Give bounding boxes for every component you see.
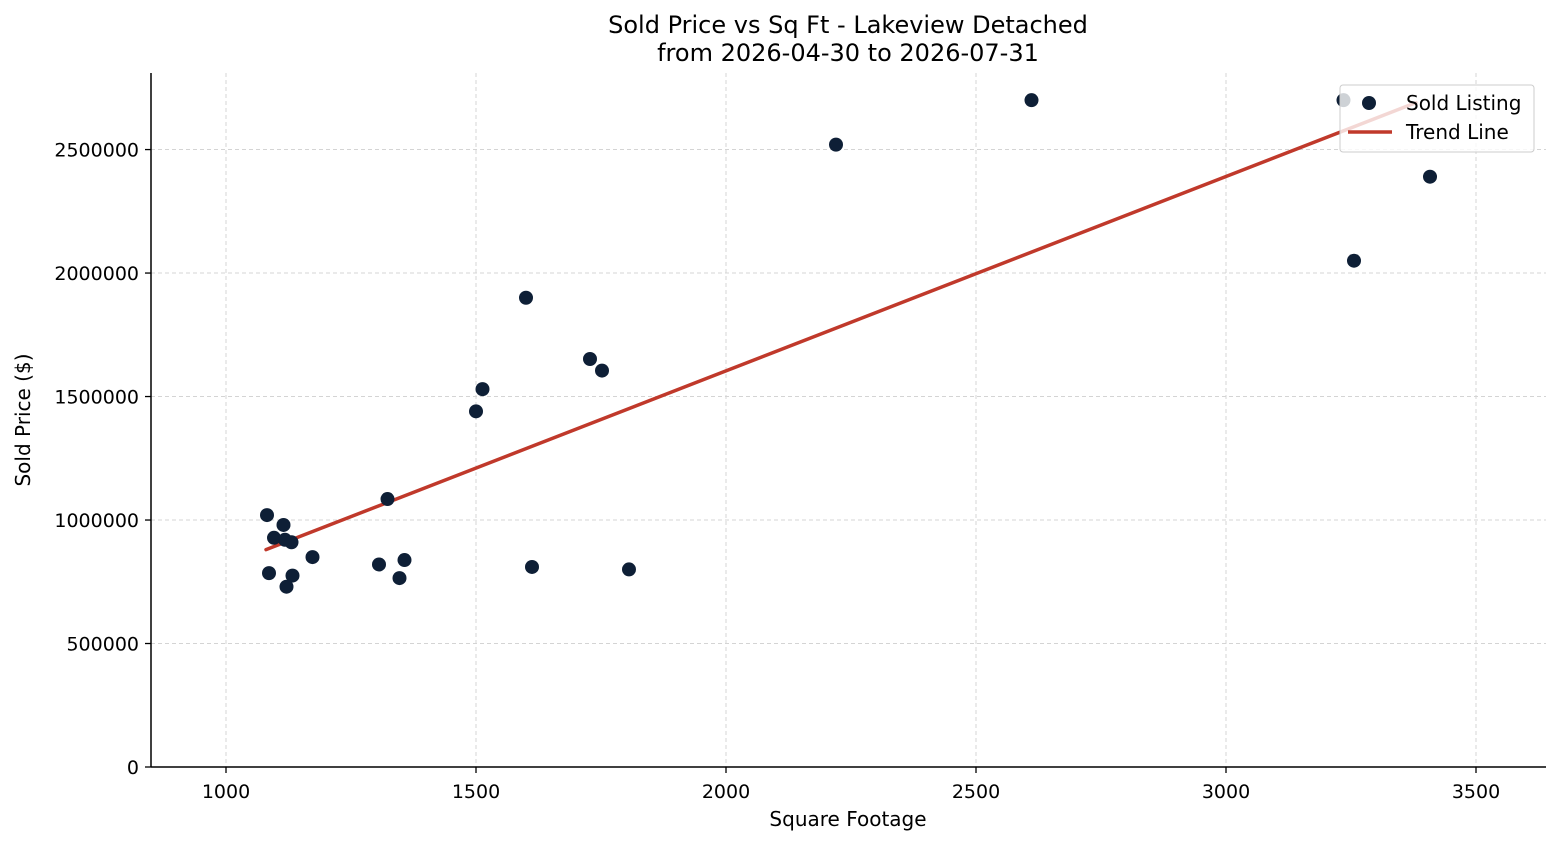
chart-subtitle: from 2026-04-30 to 2026-07-31 <box>657 39 1039 67</box>
data-point <box>276 517 291 532</box>
data-point <box>284 535 299 550</box>
points-layer <box>260 93 1437 594</box>
data-point <box>525 559 539 574</box>
data-point <box>392 571 407 586</box>
grid-layer <box>151 73 1546 768</box>
x-axis-label: Square Footage <box>769 807 926 831</box>
x-tick-label: 1500 <box>452 781 500 803</box>
y-tick-label: 1000000 <box>54 510 139 532</box>
data-point <box>1347 253 1361 268</box>
legend-label-trend-line: Trend Line <box>1405 120 1509 144</box>
trend-layer <box>264 100 1418 552</box>
data-point <box>1423 169 1437 184</box>
data-point <box>829 137 843 152</box>
y-axis-label: Sold Price ($) <box>11 353 35 486</box>
legend-scatter-marker <box>1362 96 1376 110</box>
data-point <box>595 363 609 378</box>
data-point <box>305 550 320 565</box>
y-tick-label: 500000 <box>66 634 139 656</box>
y-tick-label: 2000000 <box>54 263 139 285</box>
legend-label-sold-listing: Sold Listing <box>1406 91 1521 115</box>
ticks-layer: 1000 1500 2000 2500 3000 3500 0 500000 1000000 15… <box>54 140 1500 803</box>
legend-box <box>1339 84 1535 153</box>
data-point <box>622 562 636 577</box>
data-point <box>380 492 395 507</box>
data-point <box>469 404 483 419</box>
data-point <box>279 579 294 594</box>
y-tick-label: 0 <box>127 757 139 779</box>
x-tick-label: 3000 <box>1202 781 1250 803</box>
y-tick-label: 2500000 <box>54 140 139 162</box>
data-point <box>267 530 281 545</box>
x-tick-label: 3500 <box>1452 781 1500 803</box>
y-tick-label: 1500000 <box>54 387 139 409</box>
data-point <box>519 290 533 305</box>
data-point <box>475 382 490 397</box>
data-point <box>285 568 300 583</box>
chart-title: Sold Price vs Sq Ft - Lakeview Detached <box>608 11 1088 39</box>
data-point <box>262 566 276 581</box>
x-tick-label: 2500 <box>952 781 1000 803</box>
data-point <box>260 508 274 523</box>
x-tick-label: 2000 <box>702 781 750 803</box>
data-point <box>583 351 597 366</box>
data-point <box>397 553 412 568</box>
legend: Sold Listing Trend Line <box>1339 84 1535 153</box>
trend-line <box>264 100 1418 552</box>
data-point <box>1024 93 1039 108</box>
axes-layer <box>150 73 1546 768</box>
x-tick-label: 1000 <box>202 781 250 803</box>
data-point <box>372 557 386 572</box>
